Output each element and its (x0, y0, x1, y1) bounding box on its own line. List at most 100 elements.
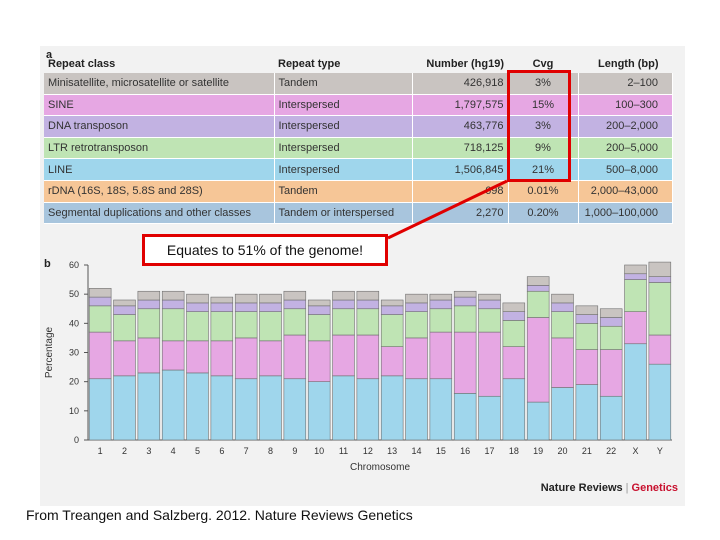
bar-segment-dna (575, 314, 599, 324)
bar-segment-line (88, 378, 112, 441)
cell-length: 200–2,000 (578, 115, 673, 138)
x-tick-label: 2 (122, 446, 127, 456)
bar-segment-line (186, 372, 209, 441)
bar-segment-sine (575, 349, 599, 385)
x-tick-label: X (632, 446, 638, 456)
x-tick-label: 11 (339, 446, 348, 456)
cell-repeat-type: Tandem or interspersed (274, 202, 413, 225)
bar-segment-ltr (551, 311, 574, 339)
x-tick-label: 13 (387, 446, 397, 456)
bar-segment-dna (551, 302, 574, 312)
bar-segment-line (405, 378, 428, 441)
cell-number: 1,797,575 (412, 94, 509, 117)
bar-segment-dna (210, 302, 234, 312)
cell-number: 718,125 (412, 137, 509, 160)
bar-segment-minisatellite (113, 299, 136, 307)
bar-segment-line (575, 384, 599, 441)
bar-segment-ltr (259, 311, 282, 342)
x-tick-label: 12 (363, 446, 373, 456)
x-tick-label: 9 (292, 446, 297, 456)
bar-segment-sine (429, 331, 453, 380)
bar-segment-ltr (210, 311, 234, 342)
cell-repeat-class: DNA transposon (44, 115, 275, 138)
y-tick-label: 60 (69, 260, 79, 270)
table-header-row: Repeat class Repeat type Number (hg19) C… (44, 54, 673, 73)
x-tick-label: 1 (98, 446, 103, 456)
bar-segment-minisatellite (478, 293, 501, 301)
bar-segment-sine (210, 340, 234, 377)
bar-segment-sine (356, 334, 380, 380)
table-row: Segmental duplications and other classes… (44, 202, 673, 225)
bar-segment-dna (599, 317, 623, 327)
bar-segment-line (380, 375, 404, 441)
cell-repeat-class: Minisatellite, microsatellite or satelli… (44, 73, 275, 95)
bar-segment-line (648, 363, 672, 441)
cell-repeat-type: Tandem (274, 180, 413, 203)
cell-repeat-class: rDNA (16S, 18S, 5.8S and 28S) (44, 180, 275, 203)
bar-segment-line (161, 369, 185, 441)
cell-repeat-type: Interspersed (274, 94, 413, 117)
bar-segment-line (307, 381, 331, 441)
bar-segment-dna (624, 273, 647, 280)
bar-segment-line (624, 343, 647, 441)
bar-segment-sine (599, 349, 623, 397)
cell-cvg: 3% (508, 73, 579, 95)
x-tick-label: 5 (195, 446, 200, 456)
x-tick-label: 19 (533, 446, 543, 456)
x-tick-label: 16 (460, 446, 470, 456)
bar-segment-minisatellite (405, 293, 428, 304)
bar-segment-line (356, 378, 380, 441)
cell-repeat-type: Interspersed (274, 137, 413, 160)
bar-segment-sine (88, 331, 112, 380)
bar-segment-dna (259, 302, 282, 312)
bar-segment-minisatellite (356, 290, 380, 301)
bar-segment-minisatellite (526, 276, 550, 286)
cell-length: 2–100 (578, 73, 673, 95)
x-axis-title: Chromosome (350, 462, 410, 473)
bar-segment-dna (161, 299, 185, 310)
bar-segment-sine (332, 334, 355, 377)
bar-segment-ltr (113, 314, 136, 342)
bar-segment-minisatellite (234, 293, 258, 304)
bar-segment-line (526, 401, 550, 441)
bar-segment-minisatellite (551, 293, 574, 304)
y-axis-title: Percentage (44, 326, 55, 378)
cell-cvg: 0.20% (508, 202, 579, 225)
brand-name: Nature Reviews (540, 482, 623, 494)
cell-repeat-type: Tandem (274, 73, 413, 95)
bar-segment-dna (283, 299, 307, 310)
bar-segment-minisatellite (502, 302, 526, 312)
bar-segment-minisatellite (453, 290, 477, 298)
x-tick-label: Y (657, 446, 663, 456)
bar-segment-minisatellite (88, 288, 112, 298)
cell-repeat-class: LTR retrotransposon (44, 137, 275, 160)
bar-segment-minisatellite (429, 293, 453, 301)
bar-segment-ltr (137, 308, 161, 339)
bar-segment-ltr (502, 320, 526, 347)
cell-number: 426,918 (412, 73, 509, 95)
callout-text: Equates to 51% of the genome! (142, 234, 388, 266)
cell-repeat-type: Interspersed (274, 158, 413, 181)
bar-segment-line (478, 395, 501, 441)
x-tick-label: 15 (436, 446, 446, 456)
bar-segment-ltr (405, 311, 428, 339)
bar-segment-sine (259, 340, 282, 377)
x-tick-label: 10 (314, 446, 324, 456)
brand-separator: | (625, 482, 629, 494)
bar-segment-sine (478, 331, 501, 397)
x-tick-label: 22 (606, 446, 616, 456)
bar-segment-ltr (624, 279, 647, 312)
bar-segment-dna (307, 305, 331, 315)
bar-segment-dna (356, 299, 380, 310)
header-cvg: Cvg (532, 57, 554, 70)
panel-a-label: a (46, 49, 53, 61)
bar-segment-sine (307, 340, 331, 382)
bar-segment-ltr (575, 323, 599, 350)
bar-segment-dna (234, 302, 258, 312)
bar-segment-ltr (88, 305, 112, 333)
y-tick-label: 10 (69, 406, 79, 416)
y-tick-label: 20 (69, 377, 79, 387)
bar-segment-dna (429, 299, 453, 310)
bar-segment-sine (405, 337, 428, 380)
cell-length: 2,000–43,000 (578, 180, 673, 203)
